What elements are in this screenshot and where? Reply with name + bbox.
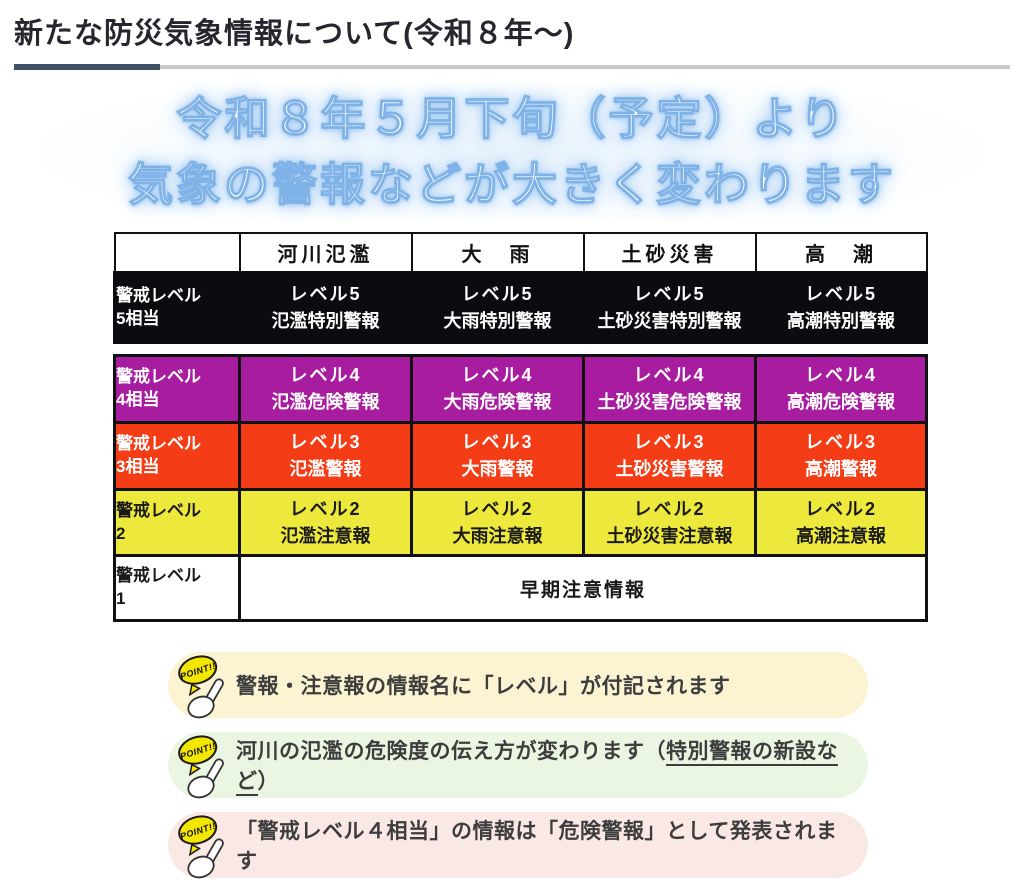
- table-header-row: 河川氾濫 大 雨 土砂災害 高 潮: [113, 232, 928, 274]
- column-header-heavy-rain: 大 雨: [410, 232, 585, 274]
- table-row-level1: 警戒レベル 1 早期注意情報: [113, 554, 928, 622]
- level-cell: レベル3 土砂災害警報: [582, 421, 757, 491]
- point-pill-2: POINT!! 河川の氾濫の危険度の伝え方が変わります（特別警報の新設など）: [168, 732, 868, 799]
- row-label-level2: 警戒レベル 2: [113, 488, 241, 557]
- table-row-level3: 警戒レベル 3相当 レベル3 氾濫警報 レベル3 大雨警報 レベル3 土砂災害警報 レ…: [113, 421, 928, 491]
- point-finger-icon: POINT!!: [178, 815, 224, 879]
- level-cell: レベル2 高潮注意報: [754, 488, 928, 557]
- title-underline-accent: [14, 64, 160, 70]
- level-cell: レベル4 高潮危険警報: [754, 354, 928, 424]
- level-cell: レベル2 大雨注意報: [410, 488, 585, 557]
- table-row-level5: 警戒レベル 5相当 レベル5 氾濫特別警報 レベル5 大雨特別警報 レベル5 土砂災害…: [113, 271, 928, 344]
- title-underline-track: [160, 65, 1010, 69]
- point-text-3: 「警戒レベル４相当」の情報は「危険警報」として発表されます: [236, 820, 838, 873]
- level-cell: レベル4 土砂災害危険警報: [582, 354, 757, 424]
- column-header-landslide: 土砂災害: [582, 232, 757, 274]
- level-cell: レベル3 高潮警報: [754, 421, 928, 491]
- level-cell: レベル4 氾濫危険警報: [238, 354, 413, 424]
- point-finger-icon: POINT!!: [178, 655, 224, 719]
- level-cell: レベル5 土砂災害特別警報: [582, 271, 757, 344]
- table-row-level2: 警戒レベル 2 レベル2 氾濫注意報 レベル2 大雨注意報 レベル2 土砂災害注意報 …: [113, 488, 928, 557]
- level-cell: レベル2 土砂災害注意報: [582, 488, 757, 557]
- page-title: 新たな防災気象情報について(令和８年～): [14, 18, 575, 50]
- level-cell: レベル3 大雨警報: [410, 421, 585, 491]
- point-finger-icon: POINT!!: [178, 735, 224, 799]
- level-cell: レベル5 大雨特別警報: [410, 271, 585, 344]
- title-underline: [14, 64, 1010, 70]
- point-pill-1: POINT!! 警報・注意報の情報名に「レベル」が付記されます: [168, 652, 868, 719]
- level-cell: レベル5 氾濫特別警報: [238, 271, 413, 344]
- points-list: POINT!! 警報・注意報の情報名に「レベル」が付記されます POINT!! …: [168, 652, 868, 879]
- point-text-2: 河川の氾濫の危険度の伝え方が変わります（特別警報の新設など）: [236, 735, 852, 796]
- warning-level-table: 河川氾濫 大 雨 土砂災害 高 潮 警戒レベル 5相当 レベル5 氾濫特別警報 レ…: [113, 232, 928, 622]
- table-row-level4: 警戒レベル 4相当 レベル4 氾濫危険警報 レベル4 大雨危険警報 レベル4 土砂災害…: [113, 354, 928, 424]
- point-pill-3: POINT!! 「警戒レベル４相当」の情報は「危険警報」として発表されます: [168, 812, 868, 879]
- headline-line-2: 気象の警報などが大きく変わります: [127, 158, 896, 210]
- level-cell: レベル2 氾濫注意報: [238, 488, 413, 557]
- row-label-level1: 警戒レベル 1: [113, 554, 241, 622]
- headline-line-1: 令和８年５月下旬（予定）より: [176, 92, 848, 144]
- table-spacer-row: [114, 342, 927, 356]
- early-warning-cell: 早期注意情報: [238, 554, 928, 622]
- point-text-1: 警報・注意報の情報名に「レベル」が付記されます: [236, 675, 731, 698]
- level-cell: レベル4 大雨危険警報: [410, 354, 585, 424]
- level-cell: レベル5 高潮特別警報: [754, 271, 928, 344]
- column-header-storm-surge: 高 潮: [754, 232, 928, 274]
- headline: 令和８年５月下旬（予定）より 気象の警報などが大きく変わります: [0, 86, 1024, 218]
- row-label-level5: 警戒レベル 5相当: [113, 271, 241, 344]
- level-cell: レベル3 氾濫警報: [238, 421, 413, 491]
- table-corner-cell: [113, 232, 241, 274]
- row-label-level4: 警戒レベル 4相当: [113, 354, 241, 424]
- column-header-river-flood: 河川氾濫: [238, 232, 413, 274]
- row-label-level3: 警戒レベル 3相当: [113, 421, 241, 491]
